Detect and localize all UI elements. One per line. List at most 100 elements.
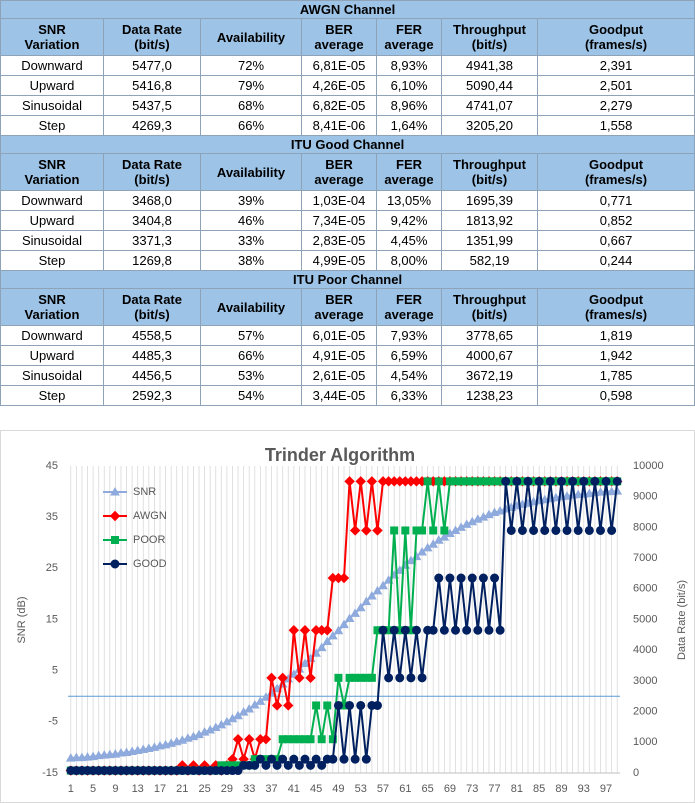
data-cell: 2,279	[536, 95, 695, 116]
y-tick-label: 25	[46, 562, 58, 574]
data-cell: 4,26E-05	[301, 75, 377, 96]
data-point	[361, 596, 372, 606]
data-cell: 0,244	[536, 250, 695, 271]
data-point	[344, 476, 355, 487]
data-point	[372, 525, 383, 536]
data-point	[327, 630, 338, 640]
data-cell: 8,93%	[376, 55, 442, 76]
data-cell: 2,83E-05	[301, 230, 377, 251]
data-point	[272, 760, 282, 770]
data-point	[278, 754, 288, 764]
header-cell: Throughput (bit/s)	[441, 18, 538, 56]
data-cell: 38%	[200, 250, 302, 271]
data-point	[607, 525, 617, 535]
legend-marker	[110, 486, 120, 496]
data-point	[283, 760, 293, 770]
data-row: Sinusoidal 5437,5 68% 6,82E-05 8,96% 4741,07 2…	[0, 95, 695, 116]
x-tick-label: 21	[176, 783, 188, 795]
data-point	[261, 760, 271, 770]
data-cell: 1813,92	[441, 210, 538, 231]
section-title: AWGN Channel	[0, 0, 695, 19]
data-point	[478, 573, 488, 583]
data-point	[244, 704, 255, 713]
y2-tick-label: 6000	[633, 583, 657, 595]
data-point	[288, 625, 300, 636]
data-point	[338, 572, 350, 584]
data-cell: 79%	[200, 75, 302, 96]
data-point	[232, 734, 244, 745]
data-cell: 5416,8	[103, 75, 201, 96]
data-row: Upward 4485,3 66% 4,91E-05 6,59% 4000,67 1,942	[0, 345, 695, 366]
data-cell: 1351,99	[441, 230, 538, 251]
header-cell: BER average	[301, 153, 377, 191]
data-row: Step 1269,8 38% 4,99E-05 8,00% 582,19 0,244	[0, 250, 695, 271]
data-point	[395, 673, 405, 683]
data-row: Downward 4558,5 57% 6,01E-05 7,93% 3778,65 1,8…	[0, 325, 695, 346]
data-cell: 9,42%	[376, 210, 442, 231]
data-row: Upward 3404,8 46% 7,34E-05 9,42% 1813,92 0,852	[0, 210, 695, 231]
data-point	[334, 673, 343, 682]
data-point	[300, 658, 310, 668]
data-point	[540, 525, 550, 535]
data-row: Sinusoidal 3371,3 33% 2,83E-05 4,45% 1351,99 0…	[0, 230, 695, 251]
data-cell: 4741,07	[441, 95, 538, 116]
header-cell: Availability	[200, 288, 302, 326]
data-cell: 2592,3	[103, 385, 201, 406]
data-point	[283, 700, 294, 711]
data-point	[361, 754, 371, 764]
data-point	[367, 590, 377, 600]
header-cell: SNR Variation	[0, 153, 104, 191]
x-tick-label: 37	[265, 783, 277, 795]
x-tick-label: 65	[422, 783, 434, 795]
data-point	[266, 672, 277, 684]
data-point	[355, 476, 366, 487]
header-cell: SNR Variation	[0, 18, 104, 56]
data-point	[495, 625, 505, 635]
header-cell: Availability	[200, 153, 302, 191]
y2-axis-label: Data Rate (bit/s)	[676, 580, 688, 660]
data-cell: 4,91E-05	[301, 345, 377, 366]
data-point	[490, 573, 500, 583]
data-cell: 6,81E-05	[301, 55, 377, 76]
data-point	[434, 573, 444, 583]
data-point	[517, 525, 527, 535]
legend-marker	[110, 559, 120, 569]
data-cell: 6,01E-05	[301, 325, 377, 346]
data-point	[271, 700, 283, 711]
data-cell: 4000,67	[441, 345, 538, 366]
data-point	[473, 625, 483, 635]
data-cell: 4269,3	[103, 115, 201, 136]
data-point	[568, 476, 578, 486]
data-point	[501, 476, 511, 486]
data-cell: Downward	[0, 190, 104, 211]
y2-tick-label: 0	[633, 767, 639, 779]
y2-tick-label: 4000	[633, 644, 657, 656]
data-cell: 13,05%	[376, 190, 442, 211]
data-point	[255, 754, 265, 764]
data-point	[261, 692, 271, 701]
x-tick-label: 45	[310, 783, 322, 795]
x-tick-label: 29	[221, 783, 233, 795]
data-cell: 6,82E-05	[301, 95, 377, 116]
data-cell: 1,03E-04	[301, 190, 377, 211]
data-point	[512, 476, 522, 486]
data-point	[529, 525, 539, 535]
data-point	[545, 476, 555, 486]
data-point	[406, 673, 416, 683]
data-point	[534, 476, 544, 486]
data-point	[355, 602, 366, 612]
data-cell: 4941,38	[441, 55, 538, 76]
x-tick-label: 25	[198, 783, 210, 795]
header-cell: FER average	[376, 153, 442, 191]
data-cell: 8,96%	[376, 95, 442, 116]
section-title: ITU Poor Channel	[0, 270, 695, 289]
data-row: Step 2592,3 54% 3,44E-05 6,33% 1238,23 0,598	[0, 385, 695, 406]
data-point	[345, 700, 355, 710]
data-point	[562, 525, 572, 535]
data-cell: 1,785	[536, 365, 695, 386]
header-cell: Data Rate (bit/s)	[103, 153, 201, 191]
data-cell: 3404,8	[103, 210, 201, 231]
x-tick-label: 69	[444, 783, 456, 795]
x-tick-label: 73	[466, 783, 478, 795]
data-cell: 582,19	[441, 250, 538, 271]
